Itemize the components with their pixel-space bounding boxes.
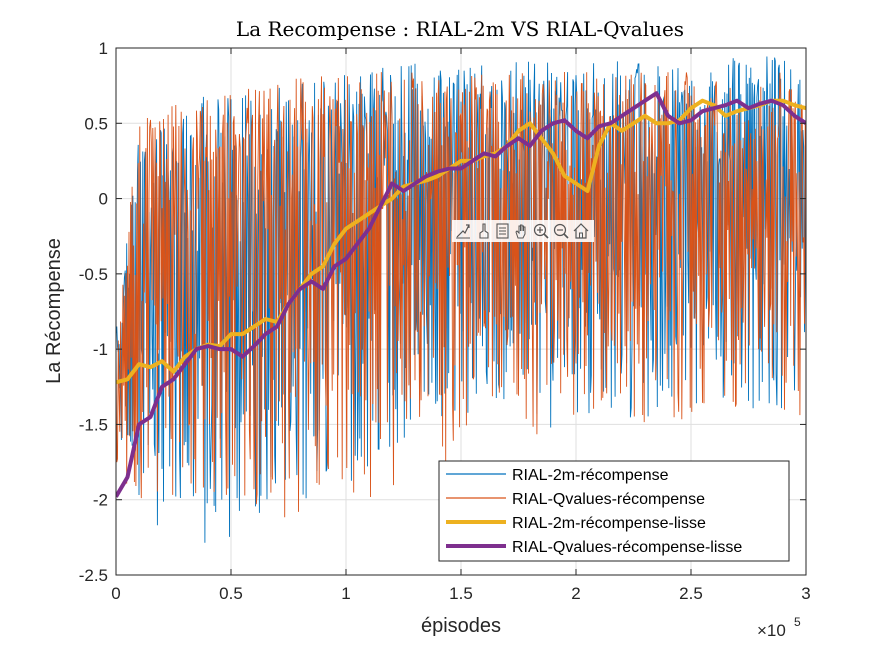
brush-icon[interactable] — [479, 223, 489, 239]
y-tick-label: -1 — [93, 340, 108, 359]
export-icon[interactable] — [456, 224, 470, 239]
x-tick-label: 3 — [801, 584, 810, 603]
zoom-out-icon[interactable] — [553, 223, 569, 239]
y-axis-ticks: 1 0.5 0 -0.5 -1 -1.5 -2 -2.5 — [79, 39, 806, 585]
legend-label-rial-qvalues-lisse: RIAL-Qvalues-récompense-lisse — [512, 539, 742, 556]
noisy-series-layer — [116, 56, 806, 543]
x-exponent-base: ×10 — [757, 621, 786, 640]
x-tick-label: 0.5 — [219, 584, 243, 603]
x-tick-label: 1 — [341, 584, 350, 603]
x-tick-label: 2 — [571, 584, 580, 603]
y-tick-label: 1 — [99, 39, 108, 58]
x-tick-label: 1.5 — [449, 584, 473, 603]
legend-label-rial-2m: RIAL-2m-récompense — [512, 467, 669, 484]
legend-label-rial-2m-lisse: RIAL-2m-récompense-lisse — [512, 515, 706, 532]
axes-toolbar[interactable] — [452, 220, 594, 242]
series-line-rial-qvalues — [116, 71, 806, 518]
y-tick-label: -1.5 — [79, 415, 108, 434]
y-tick-label: -0.5 — [79, 265, 108, 284]
home-icon[interactable] — [573, 223, 589, 239]
datatip-icon[interactable] — [496, 223, 509, 239]
x-exponent-power: 5 — [794, 615, 801, 629]
series-line-rial-qvalues-lisse — [116, 91, 806, 498]
x-axis-ticks: 0 0.5 1 1.5 2 2.5 3 — [111, 48, 811, 603]
y-tick-label: 0 — [99, 190, 108, 209]
series-line-rial-2m-lisse — [116, 98, 806, 385]
y-tick-label: -2 — [93, 491, 108, 510]
y-axis-label: La Récompense — [43, 238, 65, 384]
smooth-series-layer — [116, 91, 806, 498]
zoom-in-icon[interactable] — [533, 223, 549, 239]
y-tick-label: -2.5 — [79, 566, 108, 585]
legend-label-rial-qvalues: RIAL-Qvalues-récompense — [512, 491, 705, 508]
x-axis-label: épisodes — [421, 615, 501, 637]
series-line-rial-2m — [116, 56, 806, 543]
y-tick-label: 0.5 — [84, 114, 108, 133]
x-tick-label: 2.5 — [679, 584, 703, 603]
chart-title: La Recompense : RIAL-2m VS RIAL-Qvalues — [236, 17, 684, 41]
pan-icon[interactable] — [515, 224, 526, 239]
legend: RIAL-2m-récompense RIAL-Qvalues-récompen… — [438, 460, 790, 562]
x-tick-label: 0 — [111, 584, 120, 603]
